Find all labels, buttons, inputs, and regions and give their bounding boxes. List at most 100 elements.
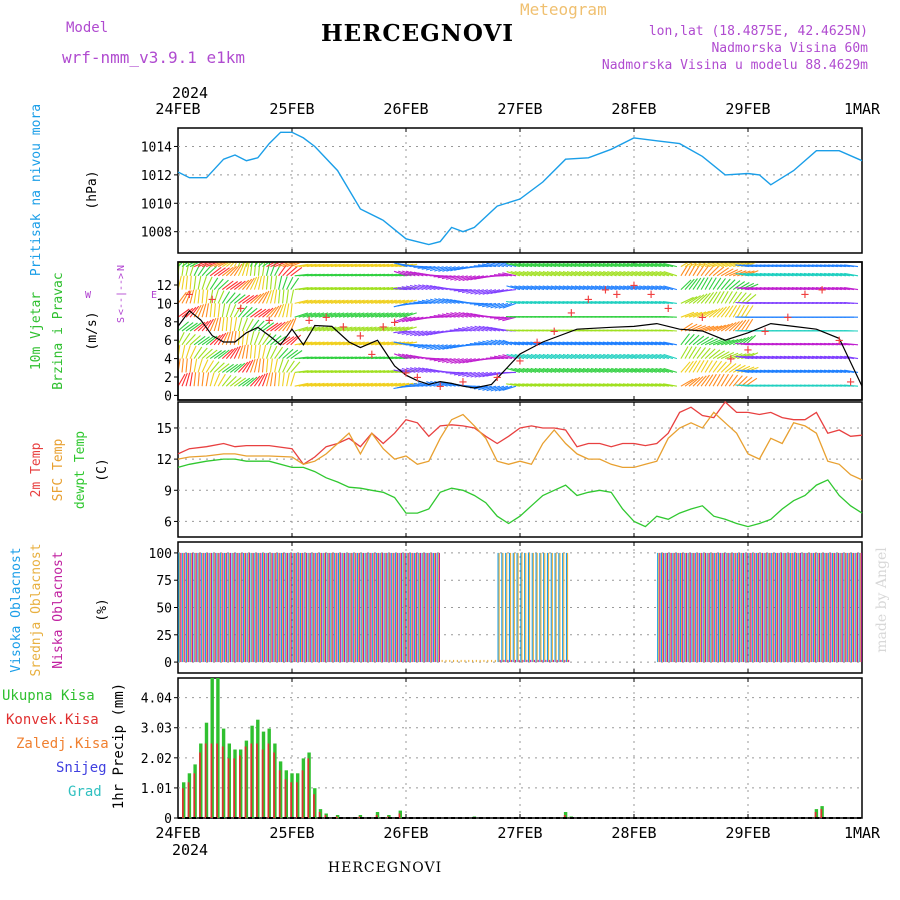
wind-vector: [266, 334, 277, 346]
wind-vector: [237, 261, 241, 267]
cloud-low-bar: [267, 552, 269, 663]
wind-vector: [209, 303, 213, 318]
wind-vector: [655, 353, 670, 360]
wind-vector: [744, 318, 754, 332]
wind-vector: [393, 262, 408, 268]
wind-vector: [736, 292, 747, 304]
wind-vector: [238, 294, 251, 304]
wind-vector: [437, 314, 452, 318]
wind-vector: [688, 334, 700, 346]
wind-vector: [245, 359, 254, 373]
y-tick-label: 12: [156, 279, 172, 294]
wind-vector: [326, 263, 341, 268]
cloud-mid-bar: [399, 552, 401, 663]
wind-vector: [302, 312, 317, 318]
wind-vector: [249, 276, 258, 290]
wind-vector: [290, 372, 296, 387]
wind-vector: [490, 302, 505, 309]
wind-vector: [638, 341, 653, 346]
wind-vector: [237, 317, 243, 332]
cloud-mid-bar: [532, 552, 534, 663]
wind-vector: [457, 327, 472, 332]
wind-vector: [724, 352, 739, 360]
wind-vector: [189, 275, 192, 290]
wind-vector: [680, 333, 690, 346]
wind-vector: [498, 316, 513, 321]
wind-vector: [740, 304, 749, 318]
x-tick-label-bottom: 27FEB: [497, 824, 542, 842]
wind-vector: [391, 326, 405, 332]
wind-vector: [518, 383, 533, 387]
temp-unit: (C): [95, 458, 110, 481]
wind-vector: [747, 355, 762, 360]
wind-vector: [201, 336, 214, 346]
cloud-mid-bar: [183, 552, 185, 663]
wind-vector: [586, 285, 601, 291]
wind-vector: [426, 344, 440, 350]
cloud-mid-bar: [285, 552, 287, 663]
wind-vector: [700, 374, 710, 387]
wind-vector: [729, 261, 743, 268]
temp-axis-title-2: SFC Temp: [51, 439, 66, 502]
wind-vector: [716, 278, 726, 290]
wind-vector: [250, 308, 263, 318]
wind-vector: [570, 285, 585, 291]
wind-vector: [775, 287, 790, 291]
wind-vector: [717, 339, 731, 346]
wind-vector: [278, 303, 285, 318]
wind-vector: [634, 262, 649, 268]
wind-vector: [659, 285, 674, 291]
cloud-low-bar: [499, 659, 501, 663]
cloud-high-bar: [337, 552, 339, 663]
cloud-mid-bar: [179, 552, 181, 663]
wind-vector: [446, 298, 460, 304]
wind-vector: [510, 262, 525, 268]
wind-vector: [398, 353, 412, 360]
cloud-high-bar: [501, 552, 503, 663]
y-tick-label: 3.03: [141, 722, 172, 737]
wind-vector: [358, 299, 373, 304]
wind-vector: [410, 330, 424, 337]
wind-vector: [245, 261, 249, 267]
gust-marker: +: [185, 287, 193, 303]
cloud-low-bar: [503, 659, 505, 663]
wind-vector: [704, 264, 715, 277]
wind-unit: (m/s): [85, 311, 100, 350]
cloud-low-bar: [302, 552, 304, 663]
cloud-high-bar: [341, 552, 343, 663]
cloud-high-bar: [805, 552, 807, 663]
wind-vector: [578, 383, 593, 387]
wind-vector: [409, 316, 424, 322]
wind-vector: [721, 339, 735, 346]
wind-vector: [209, 289, 214, 304]
wind-vector: [201, 303, 207, 318]
wind-vector: [546, 262, 561, 268]
wind-vector: [201, 348, 213, 360]
wind-vector: [586, 270, 601, 277]
cloud-high-bar: [527, 552, 529, 663]
wind-vector: [622, 262, 637, 268]
cloud-low-bar: [507, 659, 509, 663]
wind-vector: [530, 262, 545, 268]
wind-vector: [193, 261, 205, 268]
cloud-low-bar: [313, 552, 315, 663]
wind-vector: [643, 367, 657, 373]
cloud-low-bar: [286, 552, 288, 663]
wind-vector: [771, 272, 786, 277]
wind-vector: [619, 285, 633, 291]
wind-vector: [418, 367, 432, 373]
wind-vector: [393, 316, 408, 323]
wind-vector: [257, 261, 261, 276]
wind-vector: [712, 307, 724, 318]
elevation-label: Nadmorska Visina 60m: [711, 41, 868, 56]
wind-vector: [787, 369, 802, 373]
wind-vector: [181, 322, 194, 332]
wind-vector: [603, 353, 617, 360]
precip-convective-bar: [227, 758, 230, 818]
precip-convective-bar: [193, 773, 196, 818]
cloud-mid-bar: [339, 552, 341, 663]
wind-vector: [462, 312, 476, 318]
wind-vector: [558, 353, 573, 360]
wind-vector: [795, 369, 810, 373]
cloud-mid-bar: [320, 552, 322, 663]
